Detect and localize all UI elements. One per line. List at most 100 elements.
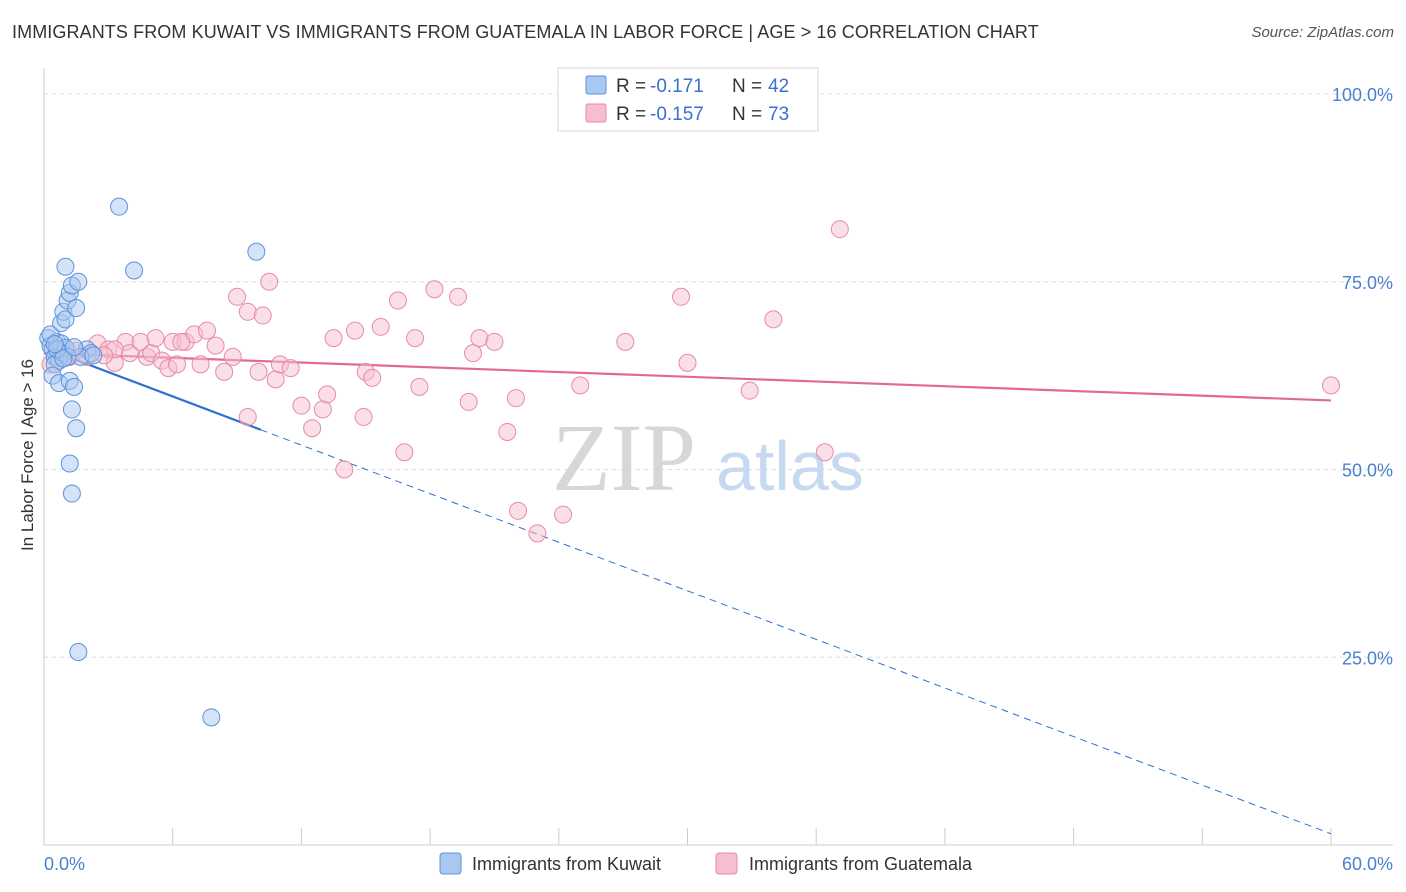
guatemala-point <box>215 362 234 381</box>
guatemala-point <box>406 329 425 348</box>
guatemala-point <box>554 505 573 524</box>
kuwait-point <box>67 419 86 438</box>
guatemala-point <box>371 317 390 336</box>
kuwait-point <box>202 708 221 727</box>
series-legend: Immigrants from Kuwait Immigrants from G… <box>439 852 973 875</box>
guatemala-point <box>313 400 332 419</box>
kuwait-point <box>125 261 144 280</box>
guatemala-point <box>678 353 697 372</box>
kuwait-point <box>56 257 75 276</box>
guatemala-point <box>764 310 783 329</box>
guatemala-point <box>146 329 165 348</box>
guatemala-point <box>1322 376 1340 395</box>
series-swatch-kuwait <box>439 852 462 875</box>
correlation-legend: R = -0.171 N = 42 R = -0.157 N = 73 <box>557 67 819 132</box>
guatemala-point <box>485 332 504 351</box>
kuwait-point <box>62 400 81 419</box>
kuwait-point <box>65 338 84 357</box>
guatemala-point <box>354 407 373 426</box>
guatemala-point <box>260 272 279 291</box>
legend-r-value-guatemala: -0.157 <box>650 104 704 125</box>
kuwait-point <box>247 242 266 261</box>
guatemala-point <box>223 347 242 366</box>
kuwait-trend-extension <box>260 429 1332 835</box>
guatemala-point <box>228 287 247 306</box>
y-tick-label: 100.0% <box>1332 85 1393 105</box>
guatemala-point <box>509 501 528 520</box>
guatemala-point <box>167 355 186 374</box>
guatemala-point <box>498 422 517 441</box>
guatemala-point <box>303 419 322 438</box>
guatemala-point <box>830 220 849 239</box>
guatemala-point <box>238 407 257 426</box>
guatemala-point <box>388 291 407 310</box>
guatemala-point <box>238 302 257 321</box>
guatemala-point <box>528 524 547 543</box>
y-tick-labels: 25.0% 50.0% 75.0% 100.0% <box>1332 85 1393 668</box>
legend-swatch-guatemala <box>585 103 607 123</box>
chart-title: IMMIGRANTS FROM KUWAIT VS IMMIGRANTS FRO… <box>12 22 1039 42</box>
kuwait-point <box>65 377 84 396</box>
kuwait-point <box>67 299 86 318</box>
guatemala-point <box>425 280 444 299</box>
kuwait-point <box>84 346 103 365</box>
source-label: Source: ZipAtlas.com <box>1251 24 1394 41</box>
legend-n-value-guatemala: 73 <box>768 104 789 125</box>
kuwait-point <box>110 197 129 216</box>
guatemala-point <box>253 306 272 325</box>
series-swatch-guatemala <box>715 852 738 875</box>
legend-n-label-kuwait: N = <box>732 76 762 97</box>
legend-swatch-kuwait <box>585 75 607 95</box>
axes <box>43 68 1393 846</box>
watermark: ZIP atlas <box>552 404 864 511</box>
guatemala-point <box>506 389 525 408</box>
kuwait-point <box>60 454 79 473</box>
guatemala-point <box>324 329 343 348</box>
guatemala-point <box>249 362 268 381</box>
kuwait-point <box>62 484 81 503</box>
y-tick-label: 50.0% <box>1342 461 1393 481</box>
y-tick-label: 75.0% <box>1342 273 1393 293</box>
guatemala-point <box>191 355 210 374</box>
grid-lines <box>44 93 1393 658</box>
y-axis-label: In Labor Force | Age > 16 <box>18 359 37 551</box>
guatemala-point <box>266 370 285 389</box>
guatemala-point <box>281 359 300 378</box>
guatemala-point <box>318 385 337 404</box>
guatemala-point <box>672 287 691 306</box>
legend-r-label-kuwait: R = <box>616 76 646 97</box>
kuwait-point <box>54 349 73 368</box>
kuwait-points <box>39 197 266 727</box>
guatemala-trend-line <box>43 352 1332 402</box>
guatemala-point <box>410 377 429 396</box>
guatemala-point <box>740 381 759 400</box>
kuwait-point <box>69 272 88 291</box>
x-tick-label-start: 0.0% <box>44 854 85 874</box>
guatemala-point <box>448 287 467 306</box>
watermark-zip: ZIP <box>552 404 696 511</box>
guatemala-point <box>395 443 414 462</box>
guatemala-point <box>206 336 225 355</box>
guatemala-point <box>292 396 311 415</box>
legend-n-label-guatemala: N = <box>732 104 762 125</box>
guatemala-point <box>470 329 489 348</box>
guatemala-point <box>335 460 354 479</box>
guatemala-point <box>346 321 365 340</box>
guatemala-point <box>815 443 834 462</box>
x-tick-labels: 0.0% 60.0% <box>44 854 1393 874</box>
watermark-atlas: atlas <box>716 427 864 505</box>
guatemala-point <box>459 392 478 411</box>
kuwait-point <box>56 310 75 329</box>
guatemala-point <box>198 321 217 340</box>
kuwait-point <box>69 642 88 661</box>
guatemala-point <box>363 368 382 387</box>
legend-n-value-kuwait: 42 <box>768 76 789 97</box>
guatemala-point <box>464 344 482 363</box>
kuwait-point <box>45 335 64 354</box>
legend-r-value-kuwait: -0.171 <box>650 76 704 97</box>
series-label-kuwait: Immigrants from Kuwait <box>472 854 661 874</box>
legend-r-label-guatemala: R = <box>616 104 646 125</box>
guatemala-point <box>616 332 635 351</box>
guatemala-point <box>571 376 590 395</box>
